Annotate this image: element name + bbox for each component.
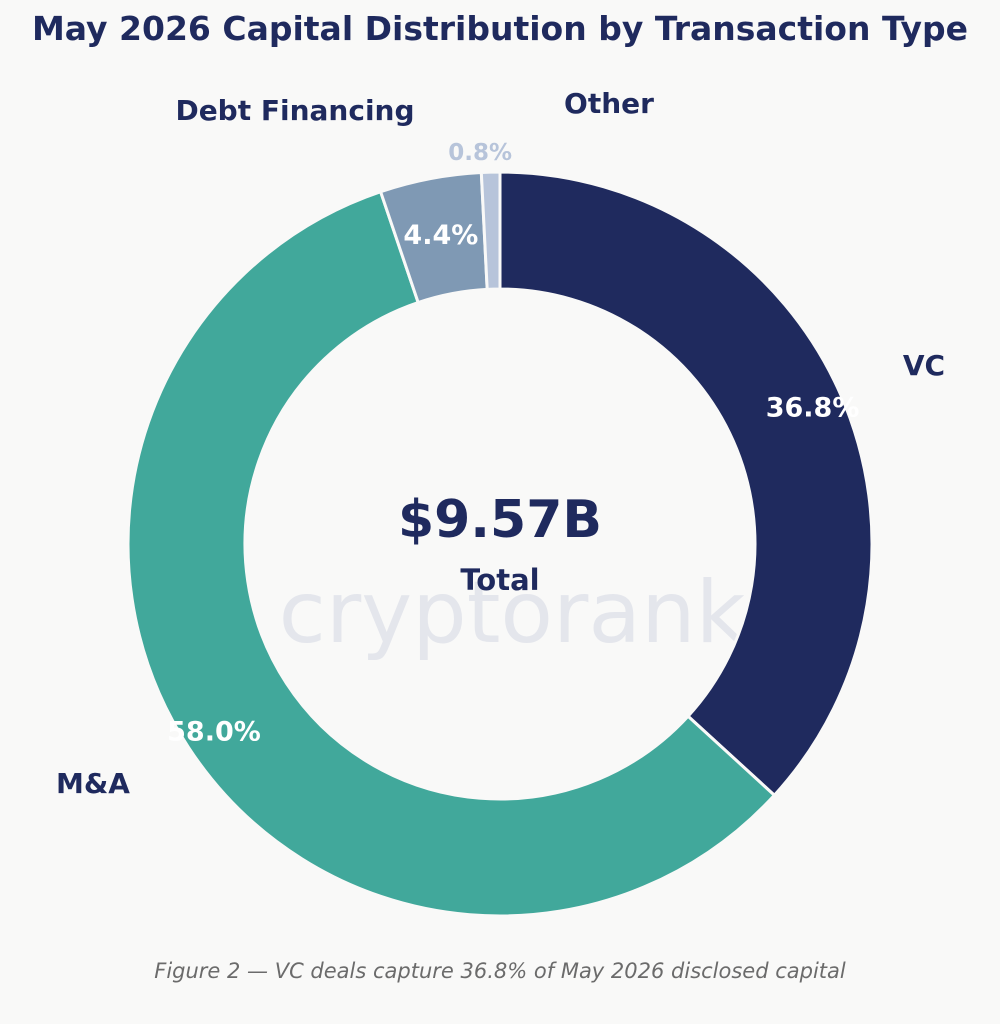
watermark-logo: cryptorank xyxy=(279,563,746,663)
legend-label-vc: VC xyxy=(903,349,945,382)
pct-label-debt-financing: 4.4% xyxy=(403,220,478,251)
chart-title: May 2026 Capital Distribution by Transac… xyxy=(32,9,968,48)
slice-vc xyxy=(498,170,874,798)
center-total-label: Total xyxy=(460,563,539,597)
legend-label-other: Other xyxy=(564,87,654,120)
slice-other xyxy=(479,170,502,291)
figure-caption: Figure 2 — VC deals capture 36.8% of May… xyxy=(154,959,846,983)
pct-label-vc: 36.8% xyxy=(766,392,860,423)
legend-label-debt-financing: Debt Financing xyxy=(175,94,414,127)
pct-label-m-a: 58.0% xyxy=(167,717,261,748)
slice-m-a xyxy=(126,189,777,918)
donut-labels: 36.8% VC 58.0% M&A 4.4% Debt Financing 0.8% Oth… xyxy=(56,87,945,800)
donut-slices xyxy=(126,170,874,918)
center-total-value: $9.57B xyxy=(398,490,602,550)
legend-label-m-a: M&A xyxy=(56,767,130,800)
pct-label-other: 0.8% xyxy=(448,140,512,166)
